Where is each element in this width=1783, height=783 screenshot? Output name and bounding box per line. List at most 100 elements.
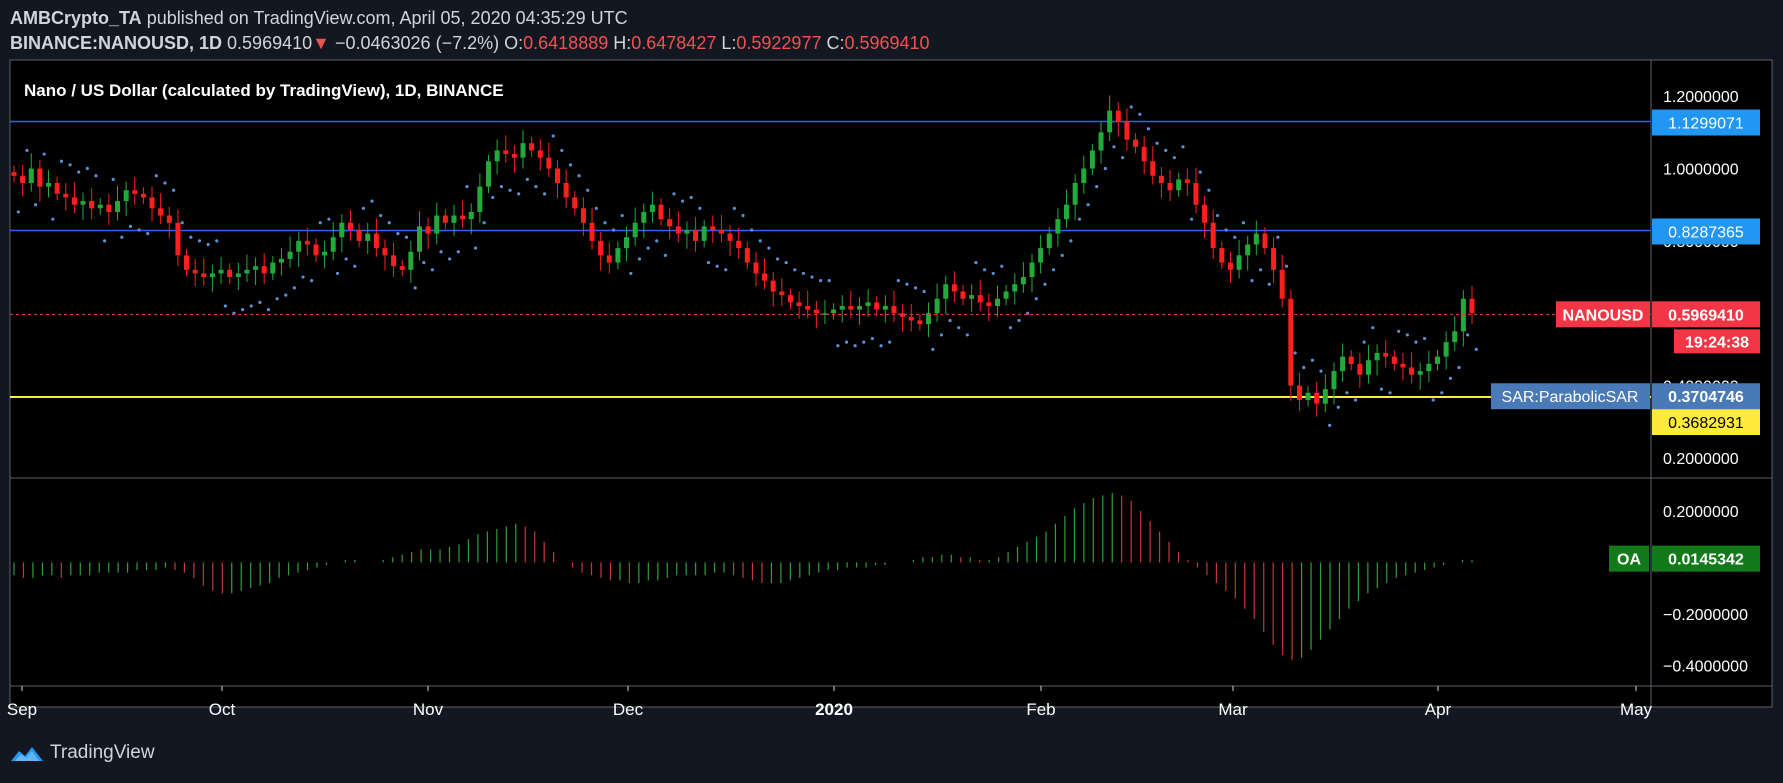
sar-dot xyxy=(1284,264,1289,268)
time-tick-label: May xyxy=(1620,700,1653,719)
sar-dot xyxy=(51,217,55,221)
sar-dot xyxy=(215,239,219,243)
sar-dot xyxy=(1095,185,1099,189)
sar-dot xyxy=(1345,391,1349,395)
author-name[interactable]: AMBCrypto_TA xyxy=(10,8,142,28)
candle-down xyxy=(598,240,604,256)
candle-up xyxy=(1460,298,1466,332)
candle-down xyxy=(54,182,60,194)
sar-dot xyxy=(448,257,452,261)
sar-dot xyxy=(310,279,314,283)
sar-value-badge xyxy=(1652,383,1760,410)
change-text: −0.0463026 (−7.2%) xyxy=(334,33,500,53)
candle-down xyxy=(986,302,992,306)
oscillator-name-label: OA xyxy=(1617,552,1641,569)
candle-down xyxy=(727,233,733,241)
sar-dot xyxy=(836,344,840,348)
sar-dot xyxy=(965,333,969,337)
candle-up xyxy=(209,273,215,278)
sar-dot xyxy=(801,271,805,276)
sar-dot xyxy=(1466,333,1470,337)
sar-dot xyxy=(241,308,245,312)
candle-up xyxy=(115,201,121,212)
time-tick-label: Oct xyxy=(209,700,236,719)
sar-dot xyxy=(404,235,409,239)
sar-dot xyxy=(1233,235,1237,239)
sar-dot xyxy=(482,221,486,225)
sar-dot xyxy=(1146,127,1151,131)
sar-dot xyxy=(137,228,141,232)
oscillator-name-badge xyxy=(1609,545,1649,572)
low-label: L: xyxy=(721,33,737,53)
sar-dot xyxy=(957,326,961,330)
candle-down xyxy=(1184,179,1190,183)
sar-dot xyxy=(611,228,616,232)
candle-down xyxy=(908,316,914,321)
candle-down xyxy=(1210,222,1216,249)
candle-down xyxy=(960,291,966,299)
candle-up xyxy=(822,313,828,315)
sar-dot xyxy=(525,177,529,181)
candle-down xyxy=(580,208,586,223)
candle-up xyxy=(1020,277,1026,285)
sar-dot xyxy=(430,268,435,272)
sar-dot xyxy=(1155,141,1159,145)
sar-dot xyxy=(1276,235,1280,239)
sar-dot xyxy=(33,203,38,207)
time-tick-label: Apr xyxy=(1425,700,1452,719)
candle-up xyxy=(477,186,483,212)
candle-down xyxy=(149,197,155,209)
candle-up xyxy=(434,215,440,234)
sar-dot xyxy=(413,286,417,290)
candle-down xyxy=(1279,269,1285,299)
candle-up xyxy=(235,273,241,278)
sar-dot xyxy=(862,340,866,344)
sar-dot xyxy=(1138,112,1142,116)
sar-dot xyxy=(1371,326,1375,330)
candle-down xyxy=(503,150,509,155)
candle-up xyxy=(1038,248,1044,263)
sar-dot xyxy=(913,286,918,290)
candle-down xyxy=(227,269,233,278)
candle-down xyxy=(356,230,362,241)
candle-up xyxy=(1176,179,1182,191)
sar-dot xyxy=(275,297,279,301)
sar-dot xyxy=(1250,279,1254,283)
sar-dot xyxy=(387,221,391,225)
sar-dot xyxy=(982,268,987,272)
time-tick-label: 2020 xyxy=(815,700,853,719)
candle-down xyxy=(546,157,552,169)
sar-dot xyxy=(1129,105,1133,109)
oscillator-value-badge xyxy=(1652,545,1760,572)
candle-down xyxy=(20,175,26,183)
sar-dot xyxy=(870,336,875,341)
candle-up xyxy=(1253,233,1259,245)
symbol-name-label: NANOUSD xyxy=(1563,307,1644,324)
candle-up xyxy=(1434,356,1440,364)
candle-down xyxy=(917,320,923,325)
sar-dot xyxy=(344,257,348,261)
sar-dot xyxy=(379,213,383,218)
sar-dot xyxy=(905,282,909,286)
candle-down xyxy=(313,244,319,256)
sar-dot xyxy=(939,333,944,337)
candle-down xyxy=(1141,146,1147,162)
sar-dot xyxy=(560,148,564,153)
sar-dot xyxy=(1207,188,1211,192)
candle-up xyxy=(615,248,621,263)
sar-dot xyxy=(1077,217,1082,221)
sar-dot xyxy=(102,239,107,243)
price-tick-label: 1.0000000 xyxy=(1663,162,1739,179)
sar-dot xyxy=(189,235,193,239)
sar-dot xyxy=(25,148,29,153)
sar-dot xyxy=(663,253,667,257)
candle-up xyxy=(1072,182,1078,205)
sar-dot xyxy=(724,268,728,272)
candle-up xyxy=(632,222,638,238)
candle-down xyxy=(175,222,181,256)
brand-name[interactable]: TradingView xyxy=(50,742,155,763)
price-tick-label: 1.2000000 xyxy=(1663,89,1739,106)
time-tick-label: Dec xyxy=(613,700,644,719)
sar-dot xyxy=(146,232,150,236)
